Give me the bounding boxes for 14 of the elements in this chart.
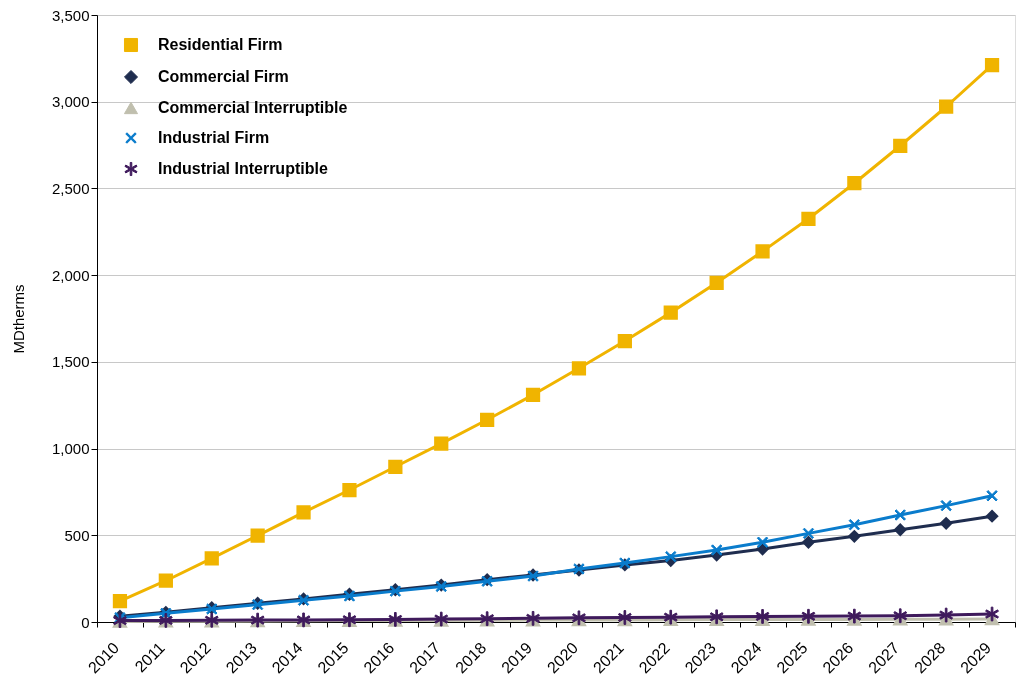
y-tick-label: 3,000 <box>51 93 90 111</box>
y-axis-title: MDtherms <box>9 284 27 354</box>
y-tick-label: 3,500 <box>51 6 90 24</box>
y-tick-label: 0 <box>81 613 90 631</box>
legend-label: Commercial Firm <box>158 68 289 85</box>
y-tick-label: 2,500 <box>51 179 90 197</box>
legend-label: Industrial Interruptible <box>158 160 328 177</box>
legend-label: Industrial Firm <box>158 129 270 146</box>
y-tick-label: 500 <box>64 526 90 544</box>
y-tick-label: 1,500 <box>51 353 90 371</box>
y-tick-label: 1,000 <box>51 440 90 458</box>
y-tick-label: 2,000 <box>51 266 90 284</box>
legend-label: Residential Firm <box>158 36 283 53</box>
legend-label: Commercial Interruptible <box>158 99 348 116</box>
